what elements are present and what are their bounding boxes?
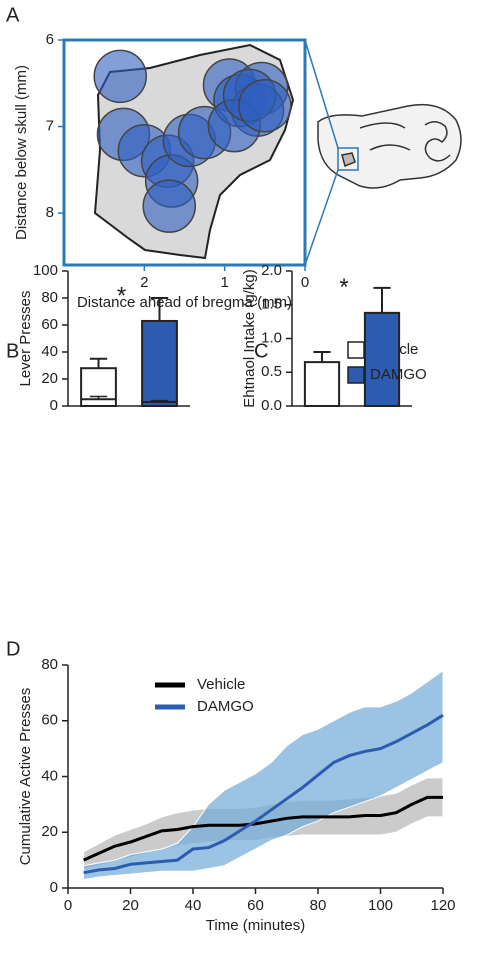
- y-axis-label: Lever Presses: [17, 291, 34, 387]
- bar: [363, 311, 401, 408]
- y-axis-label: Ehtnaol Intake (g/kg): [241, 269, 258, 407]
- y-tick-label: 40: [41, 767, 58, 784]
- plot-frame: [62, 38, 307, 267]
- bar: [303, 361, 341, 407]
- significance: *: [339, 274, 348, 301]
- y-tick-label: 2.0: [261, 262, 282, 279]
- x-tick-label: 80: [310, 897, 327, 914]
- legend-swatch: [347, 366, 365, 384]
- y-tick-label: 1.5: [261, 296, 282, 313]
- injection-site: [142, 179, 196, 233]
- y-tick-label: 40: [41, 343, 58, 360]
- legend-label: DAMGO: [197, 698, 254, 715]
- panel-label: A: [6, 4, 20, 26]
- x-tick-label: 100: [368, 897, 393, 914]
- zoom-line: [304, 39, 339, 149]
- panel-label: C: [254, 340, 268, 362]
- bar: [141, 319, 178, 408]
- zoom-line: [304, 169, 339, 266]
- x-tick-label: 2: [140, 274, 148, 291]
- legend-label: Vehicle: [197, 676, 245, 693]
- x-tick-label: 120: [430, 897, 455, 914]
- y-tick-label: 0: [50, 397, 58, 414]
- y-tick-label: 20: [41, 823, 58, 840]
- y-tick-label: 0: [50, 879, 58, 896]
- x-tick-label: 40: [185, 897, 202, 914]
- y-tick-label: 0.5: [261, 363, 282, 380]
- mean-line: [83, 713, 444, 875]
- y-tick-label: 7: [46, 118, 54, 135]
- bar: [80, 367, 117, 408]
- brain-sketch: [317, 103, 462, 189]
- y-tick-label: 1.0: [261, 329, 282, 346]
- injection-site: [93, 49, 147, 104]
- y-axis-label: Cumulative Active Presses: [17, 688, 34, 866]
- y-tick-label: 100: [33, 262, 58, 279]
- y-axis-label: Distance below skull (mm): [13, 65, 30, 240]
- x-tick-label: 20: [122, 897, 139, 914]
- legend-label: DAMGO: [370, 366, 427, 383]
- x-axis-label: Distance ahead of bregma (mm): [77, 294, 292, 311]
- x-tick-label: 60: [247, 897, 264, 914]
- y-tick-label: 20: [41, 370, 58, 387]
- y-tick-label: 80: [41, 289, 58, 306]
- x-axis-label: Time (minutes): [206, 917, 305, 934]
- y-tick-label: 60: [41, 712, 58, 729]
- y-tick-label: 8: [46, 204, 54, 221]
- y-tick-label: 6: [46, 31, 54, 48]
- x-tick-label: 0: [64, 897, 72, 914]
- x-tick-label: 1: [220, 274, 228, 291]
- error-band: [83, 669, 444, 881]
- mean-line: [83, 795, 443, 862]
- y-tick-label: 60: [41, 316, 58, 333]
- injection-site: [238, 79, 292, 133]
- panel-label: D: [6, 638, 20, 660]
- panel-label: B: [6, 340, 19, 362]
- significance: *: [117, 282, 126, 309]
- y-tick-label: 0.0: [261, 397, 282, 414]
- y-tick-label: 80: [41, 656, 58, 673]
- x-tick-label: 0: [301, 274, 309, 291]
- legend-swatch: [347, 341, 365, 359]
